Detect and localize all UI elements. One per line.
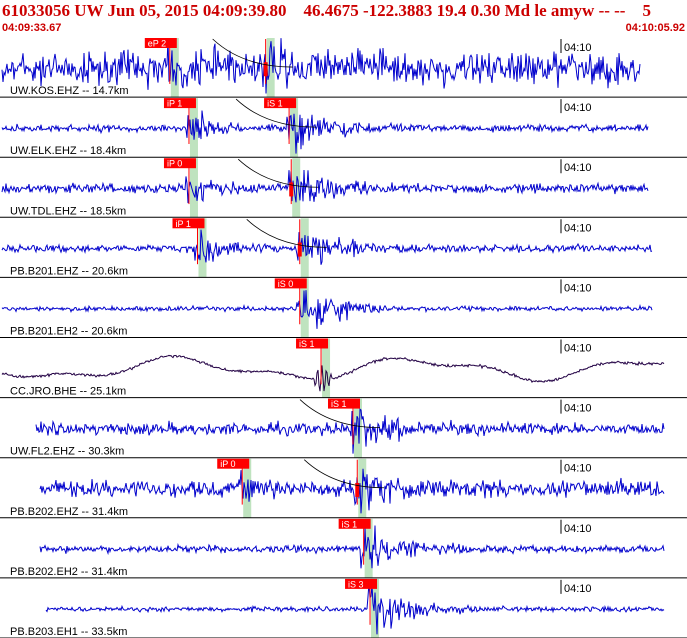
arrival-window-band bbox=[364, 518, 373, 578]
theoretical-s-marker bbox=[355, 482, 360, 497]
window-start-time: 04:09:33.67 bbox=[2, 22, 62, 34]
waveform-trace bbox=[1, 38, 641, 94]
arrival-window-band bbox=[189, 98, 198, 158]
travel-time-curve bbox=[299, 399, 380, 429]
time-tick-label: 04:10 bbox=[564, 583, 592, 595]
waveform-trace bbox=[1, 290, 653, 329]
station-label: CC.JRO.BHE -- 25.1km bbox=[10, 386, 126, 398]
station-label: PB.B201.EH2 -- 20.6km bbox=[10, 326, 127, 338]
time-tick-label: 04:10 bbox=[564, 463, 592, 475]
theoretical-s-marker bbox=[263, 62, 268, 77]
pick-box[interactable] bbox=[144, 38, 177, 48]
pick-label: eP 2 bbox=[148, 39, 166, 49]
pick-box[interactable] bbox=[163, 158, 196, 169]
travel-time-curve bbox=[212, 38, 293, 68]
trace-panel: iP 0 04:10 UW.TDL.EHZ -- 18.5km bbox=[0, 158, 687, 218]
waveform-trace bbox=[39, 525, 665, 569]
waveform-trace bbox=[45, 583, 665, 635]
pick-box[interactable] bbox=[345, 578, 378, 589]
waveform-trace bbox=[35, 408, 665, 454]
time-tick-label: 04:10 bbox=[564, 162, 592, 174]
waveform-trace bbox=[1, 110, 649, 154]
pick-label: iP 1 bbox=[175, 219, 190, 229]
pick-label: iP 0 bbox=[167, 159, 182, 169]
waveform-trace bbox=[1, 354, 665, 392]
trace-panel: iS 1 04:10 UW.FL2.EHZ -- 30.3km bbox=[0, 398, 687, 459]
travel-time-curve bbox=[237, 158, 319, 188]
pick-box[interactable] bbox=[163, 98, 196, 109]
pick-box[interactable] bbox=[338, 518, 371, 529]
time-tick-label: 04:10 bbox=[564, 403, 592, 415]
pick-box[interactable] bbox=[217, 458, 250, 469]
trace-panels: eP 2 04:10 UW.KOS.EHZ -- 14.7km iP 1 iS 1 04:… bbox=[0, 38, 687, 638]
arrival-window-band bbox=[290, 98, 299, 158]
trace-panel: iP 0 04:10 PB.B202.EHZ -- 31.4km bbox=[0, 458, 687, 519]
station-label: UW.KOS.EHZ -- 14.7km bbox=[10, 85, 129, 97]
theoretical-s-marker bbox=[289, 182, 294, 197]
pick-label: iP 0 bbox=[220, 459, 235, 469]
seismogram-plot: eP 2 04:10 UW.KOS.EHZ -- 14.7km iP 1 iS 1 04:… bbox=[0, 38, 687, 638]
event-header: 61033056 UW Jun 05, 2015 04:09:39.80 46.… bbox=[2, 1, 651, 20]
pick-box[interactable] bbox=[274, 278, 307, 289]
trace-panel: iP 1 iS 1 04:10 UW.ELK.EHZ -- 18.4km bbox=[0, 98, 687, 158]
travel-time-curve bbox=[235, 98, 317, 128]
trace-panel: iS 0 04:10 PB.B201.EH2 -- 20.6km bbox=[0, 278, 687, 338]
arrival-window-band bbox=[170, 38, 179, 98]
arrival-window-band bbox=[322, 338, 331, 398]
trace-panel: eP 2 04:10 UW.KOS.EHZ -- 14.7km bbox=[0, 38, 687, 98]
pick-label: iS 1 bbox=[299, 339, 315, 349]
station-label: PB.B201.EHZ -- 20.6km bbox=[10, 265, 128, 277]
pick-box[interactable] bbox=[264, 98, 297, 109]
pick-label: iS 1 bbox=[342, 519, 358, 529]
pick-label: iP 1 bbox=[167, 99, 182, 109]
pick-box[interactable] bbox=[172, 218, 205, 229]
station-label: PB.B203.EH1 -- 33.5km bbox=[10, 626, 127, 638]
time-tick-label: 04:10 bbox=[564, 523, 592, 535]
travel-time-curve bbox=[303, 459, 385, 489]
arrival-window-band bbox=[300, 218, 309, 278]
time-tick-label: 04:10 bbox=[564, 222, 592, 234]
trace-panel: iS 3 04:10 PB.B203.EH1 -- 33.5km bbox=[0, 578, 687, 638]
pick-box[interactable] bbox=[327, 398, 360, 409]
time-tick-label: 04:10 bbox=[564, 42, 592, 54]
theoretical-s-marker bbox=[297, 242, 302, 257]
pick-label: iS 1 bbox=[331, 399, 347, 409]
travel-time-curve bbox=[246, 219, 327, 248]
trace-panel: iP 1 04:10 PB.B201.EHZ -- 20.6km bbox=[0, 218, 687, 278]
station-label: PB.B202.EHZ -- 31.4km bbox=[10, 506, 128, 518]
arrival-window-band bbox=[189, 158, 198, 218]
trace-panel: iS 1 04:10 PB.B202.EH2 -- 31.4km bbox=[0, 518, 687, 579]
waveform-trace bbox=[39, 468, 665, 514]
station-label: PB.B202.EH2 -- 31.4km bbox=[10, 566, 127, 578]
waveform-trace bbox=[1, 169, 649, 204]
station-label: UW.FL2.EHZ -- 30.3km bbox=[10, 446, 124, 458]
waveform-trace bbox=[1, 229, 653, 265]
station-label: UW.ELK.EHZ -- 18.4km bbox=[10, 145, 126, 157]
station-label: UW.TDL.EHZ -- 18.5km bbox=[10, 205, 126, 217]
time-tick-label: 04:10 bbox=[564, 343, 592, 355]
arrival-window-band bbox=[371, 578, 380, 638]
pick-label: iS 3 bbox=[348, 579, 364, 589]
arrival-window-band bbox=[266, 38, 275, 98]
pick-label: iS 1 bbox=[267, 99, 283, 109]
time-tick-label: 04:10 bbox=[564, 282, 592, 294]
window-end-time: 04:10:05.92 bbox=[625, 22, 685, 34]
pick-label: iS 0 bbox=[278, 279, 294, 289]
pick-box[interactable] bbox=[296, 338, 329, 349]
trace-panel: iS 1 04:10 CC.JRO.BHE -- 25.1km bbox=[0, 338, 687, 399]
time-tick-label: 04:10 bbox=[564, 102, 592, 114]
